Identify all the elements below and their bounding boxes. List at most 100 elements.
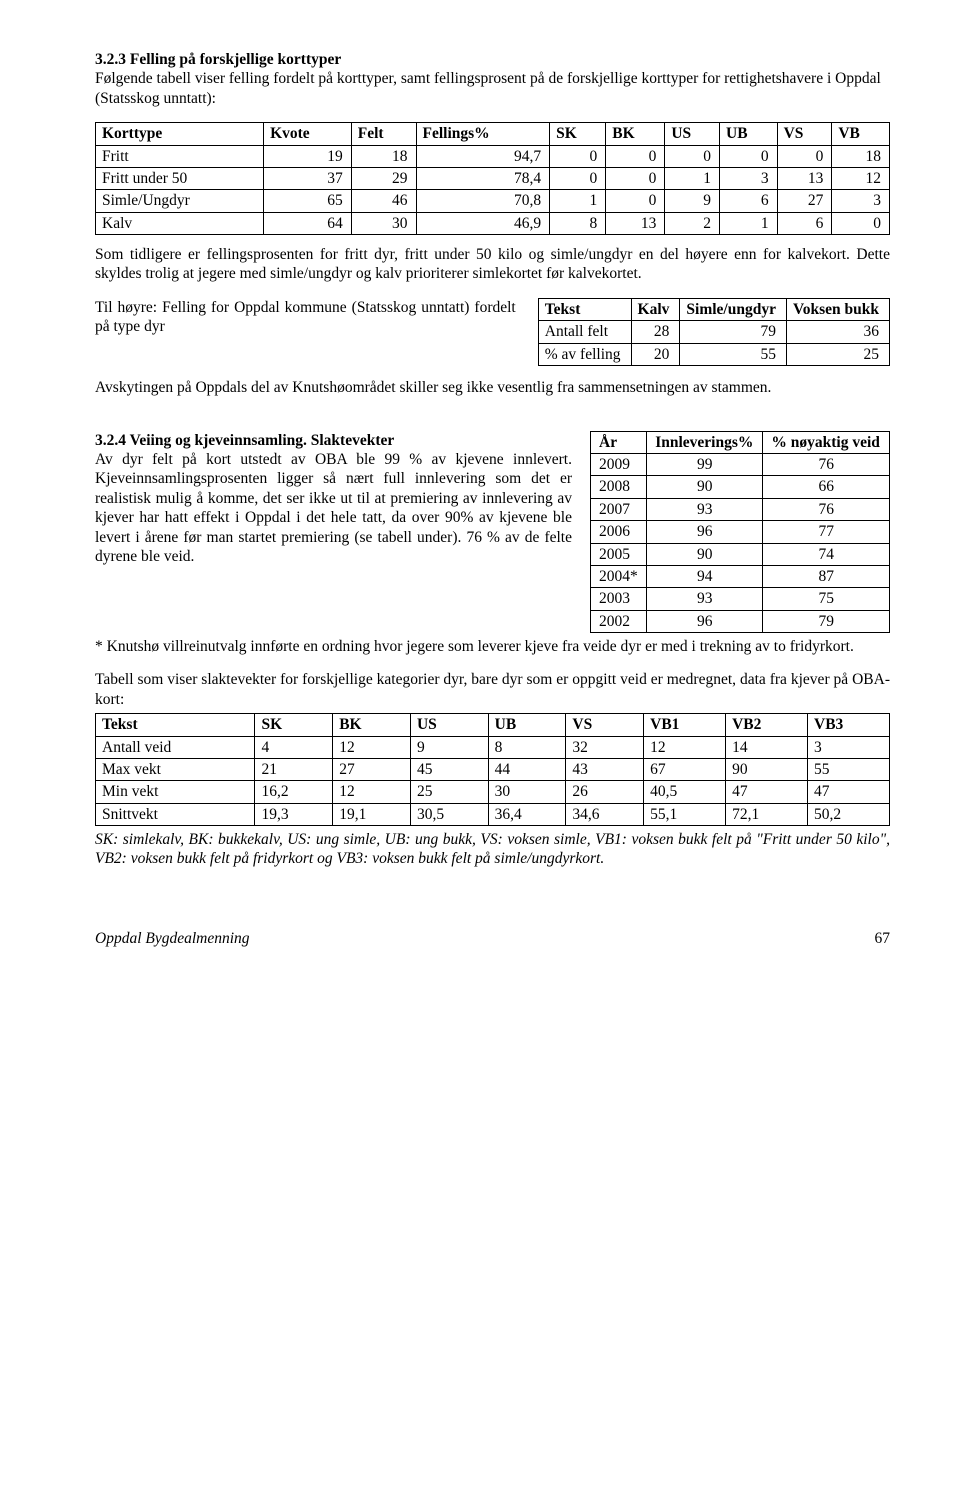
table-row: Snittvekt 19,3 19,1 30,5 36,4 34,6 55,1 … <box>96 803 890 825</box>
hdr: SK <box>550 123 606 145</box>
hdr: Kalv <box>631 298 680 320</box>
section-heading-323: 3.2.3 Felling på forskjellige korttyper <box>95 51 341 68</box>
cell: 19,3 <box>255 803 333 825</box>
cell: 0 <box>550 145 606 167</box>
hdr: UB <box>488 714 566 736</box>
cell: 28 <box>631 321 680 343</box>
cell: 6 <box>720 190 778 212</box>
cell: 0 <box>832 212 890 234</box>
cell: 44 <box>488 758 566 780</box>
cell: % av felling <box>538 343 631 365</box>
cell: Snittvekt <box>96 803 255 825</box>
cell: 12 <box>333 736 411 758</box>
cell: 12 <box>644 736 726 758</box>
hdr: VB2 <box>726 714 808 736</box>
cell: 43 <box>566 758 644 780</box>
table-row: Tekst Kalv Simle/ungdyr Voksen bukk <box>538 298 889 320</box>
hdr: VB3 <box>808 714 890 736</box>
hdr: SK <box>255 714 333 736</box>
cell: 90 <box>726 758 808 780</box>
hdr: Korttype <box>96 123 264 145</box>
cell: 30 <box>351 212 416 234</box>
hdr: VB1 <box>644 714 726 736</box>
table-row: Antall felt 28 79 36 <box>538 321 889 343</box>
table-row: 2004*9487 <box>591 565 890 587</box>
table-row: 20069677 <box>591 521 890 543</box>
hdr: US <box>410 714 488 736</box>
hdr: År <box>591 431 647 453</box>
cell: 46 <box>351 190 416 212</box>
cell: Fritt under 50 <box>96 167 264 189</box>
cell: 0 <box>606 167 665 189</box>
para-after-323: Som tidligere er fellingsprosenten for f… <box>95 245 890 284</box>
cell: 25 <box>410 781 488 803</box>
hdr: UB <box>720 123 778 145</box>
cell: 19,1 <box>333 803 411 825</box>
cell: 55 <box>680 343 787 365</box>
slakt-intro: Tabell som viser slaktevekter for forskj… <box>95 670 890 709</box>
hdr: Kvote <box>264 123 352 145</box>
cell: 36,4 <box>488 803 566 825</box>
cell: 29 <box>351 167 416 189</box>
cell: Min vekt <box>96 781 255 803</box>
hdr: BK <box>333 714 411 736</box>
cell: 0 <box>606 145 665 167</box>
cell: Antall veid <box>96 736 255 758</box>
cell: 9 <box>665 190 720 212</box>
cell: 2 <box>665 212 720 234</box>
para-324-left: Av dyr felt på kort utstedt av OBA ble 9… <box>95 451 572 565</box>
cell: 26 <box>566 781 644 803</box>
table-row: Korttype Kvote Felt Fellings% SK BK US U… <box>96 123 890 145</box>
cell: 93 <box>647 588 763 610</box>
cell: 19 <box>264 145 352 167</box>
hdr: Felt <box>351 123 416 145</box>
table-row: Kalv 64 30 46,9 8 13 2 1 6 0 <box>96 212 890 234</box>
summary-left-text: Til høyre: Felling for Oppdal kommune (S… <box>95 298 516 337</box>
cell: 0 <box>665 145 720 167</box>
cell: 3 <box>720 167 778 189</box>
table-row: 20089066 <box>591 476 890 498</box>
cell: 2008 <box>591 476 647 498</box>
page-number: 67 <box>875 929 891 948</box>
cell: 55,1 <box>644 803 726 825</box>
cell: 50,2 <box>808 803 890 825</box>
hdr: Tekst <box>538 298 631 320</box>
table-row: 20029679 <box>591 610 890 632</box>
cell: 78,4 <box>416 167 550 189</box>
cell: 72,1 <box>726 803 808 825</box>
cell: Simle/Ungdyr <box>96 190 264 212</box>
hdr: VS <box>777 123 832 145</box>
cell: 96 <box>647 521 763 543</box>
cell: Antall felt <box>538 321 631 343</box>
hdr: VS <box>566 714 644 736</box>
cell: 40,5 <box>644 781 726 803</box>
cell: Kalv <box>96 212 264 234</box>
cell: 8 <box>550 212 606 234</box>
cell: 36 <box>786 321 889 343</box>
cell: 2006 <box>591 521 647 543</box>
cell: 55 <box>808 758 890 780</box>
cell: 64 <box>264 212 352 234</box>
cell: Fritt <box>96 145 264 167</box>
cell: 77 <box>763 521 890 543</box>
table-slakt: Tekst SK BK US UB VS VB1 VB2 VB3 Antall … <box>95 713 890 826</box>
closing-323: Avskytingen på Oppdals del av Knutshøomr… <box>95 378 890 397</box>
cell: 34,6 <box>566 803 644 825</box>
table-row: Tekst SK BK US UB VS VB1 VB2 VB3 <box>96 714 890 736</box>
table-row: Antall veid 4 12 9 8 32 12 14 3 <box>96 736 890 758</box>
cell: 76 <box>763 498 890 520</box>
cell: 2003 <box>591 588 647 610</box>
cell: 6 <box>777 212 832 234</box>
cell: 75 <box>763 588 890 610</box>
cell: 2004* <box>591 565 647 587</box>
cell: 27 <box>777 190 832 212</box>
cell: 37 <box>264 167 352 189</box>
cell: 0 <box>606 190 665 212</box>
cell: 70,8 <box>416 190 550 212</box>
cell: 87 <box>763 565 890 587</box>
table-row: Fritt under 50 37 29 78,4 0 0 1 3 13 12 <box>96 167 890 189</box>
cell: 32 <box>566 736 644 758</box>
cell: 8 <box>488 736 566 758</box>
cell: 94 <box>647 565 763 587</box>
cell: 13 <box>777 167 832 189</box>
